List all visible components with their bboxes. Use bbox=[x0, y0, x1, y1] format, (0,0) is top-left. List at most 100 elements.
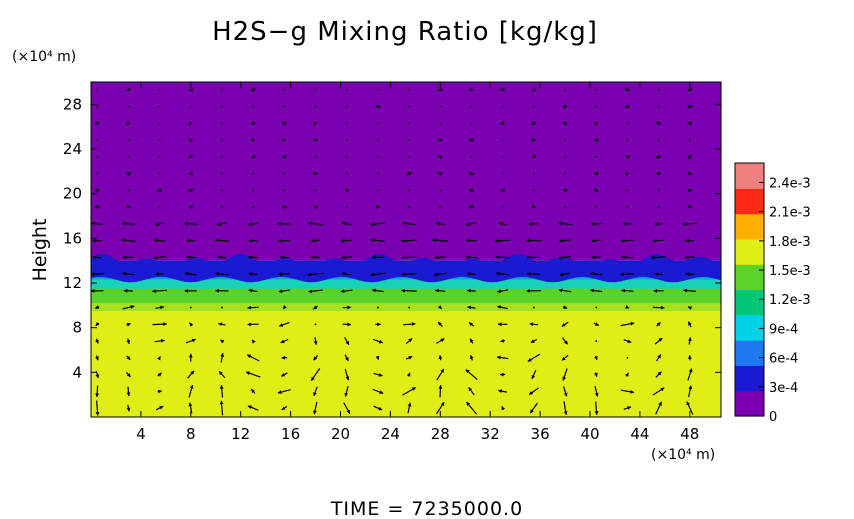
vector-dot bbox=[408, 155, 411, 158]
vector-dot bbox=[408, 306, 411, 309]
field-layer-lower bbox=[91, 310, 721, 417]
wind-vector bbox=[95, 321, 100, 327]
wind-vector bbox=[437, 305, 443, 310]
wind-vector bbox=[433, 272, 447, 277]
wind-vector bbox=[562, 368, 568, 381]
wind-vector bbox=[620, 321, 635, 327]
wind-vector bbox=[215, 271, 229, 276]
vector-dot bbox=[158, 88, 161, 91]
vector-dot bbox=[564, 88, 566, 91]
wind-vector bbox=[687, 104, 693, 109]
vector-dot bbox=[221, 172, 223, 175]
wind-vector bbox=[561, 321, 569, 327]
wind-vector bbox=[593, 322, 600, 326]
wind-vector bbox=[532, 154, 537, 159]
wind-vector bbox=[313, 355, 319, 361]
wind-vector bbox=[469, 338, 474, 344]
wind-vector bbox=[531, 88, 536, 93]
vector-dot bbox=[532, 105, 535, 108]
vector-dot bbox=[501, 155, 504, 158]
vector-dot bbox=[221, 155, 223, 158]
vector-dot bbox=[470, 155, 473, 158]
wind-vector bbox=[370, 238, 386, 243]
wind-vector bbox=[594, 386, 599, 397]
wind-vector bbox=[344, 385, 349, 397]
vector-dot bbox=[595, 155, 598, 158]
x-tick-label: 8 bbox=[186, 425, 196, 443]
colorbar-tick-label: 1.2e-3 bbox=[769, 293, 811, 308]
vector-dot bbox=[96, 105, 99, 108]
vector-dot bbox=[127, 105, 130, 108]
y-tick-label: 24 bbox=[63, 140, 82, 158]
vector-dot bbox=[657, 206, 660, 208]
wind-vector bbox=[682, 222, 697, 226]
vector-dot bbox=[408, 189, 411, 192]
wind-vector bbox=[652, 238, 665, 243]
x-tick-label: 20 bbox=[331, 425, 350, 443]
wind-vector bbox=[436, 368, 445, 381]
wind-vector bbox=[313, 205, 319, 210]
wind-vector bbox=[313, 137, 318, 142]
wind-vector bbox=[307, 272, 324, 277]
vector-dot bbox=[408, 139, 411, 141]
wind-vector bbox=[278, 289, 290, 294]
wind-vector bbox=[372, 388, 384, 394]
vector-dot bbox=[408, 105, 411, 108]
wind-vector bbox=[216, 222, 228, 226]
wind-vector bbox=[467, 272, 476, 276]
wind-vector bbox=[497, 305, 509, 310]
wind-vector bbox=[370, 222, 385, 227]
x-tick-label: 36 bbox=[531, 425, 550, 443]
vector-dot bbox=[501, 139, 504, 141]
y-tick-label: 16 bbox=[63, 229, 82, 247]
wind-vector bbox=[562, 305, 568, 309]
vector-dot bbox=[221, 206, 223, 208]
vector-dot bbox=[408, 122, 411, 125]
wind-vector bbox=[280, 338, 289, 344]
colorbar-tick-label: 3e-4 bbox=[769, 381, 798, 396]
wind-vector bbox=[157, 389, 163, 394]
wind-vector bbox=[125, 371, 131, 378]
wind-vector bbox=[375, 205, 380, 210]
wind-vector bbox=[468, 387, 475, 396]
wind-vector bbox=[527, 353, 541, 362]
wind-vector bbox=[500, 121, 506, 125]
vector-dot bbox=[657, 139, 660, 141]
wind-vector bbox=[468, 188, 474, 193]
wind-vector bbox=[281, 405, 288, 411]
vector-dot bbox=[657, 88, 660, 91]
vector-dot bbox=[252, 105, 255, 108]
wind-vector bbox=[594, 401, 599, 416]
vector-dot bbox=[377, 122, 379, 125]
wind-vector bbox=[187, 370, 195, 379]
wind-vector bbox=[126, 87, 131, 92]
colorbar-segment bbox=[735, 340, 764, 366]
vector-dot bbox=[189, 306, 192, 309]
wind-vector bbox=[184, 271, 197, 276]
wind-vector bbox=[437, 321, 443, 328]
wind-vector bbox=[593, 121, 599, 126]
wind-vector bbox=[188, 384, 194, 398]
vector-dot bbox=[688, 139, 691, 141]
vector-dot bbox=[626, 206, 629, 208]
wind-vector bbox=[344, 337, 350, 346]
plot-frame bbox=[90, 81, 722, 418]
wind-vector bbox=[501, 406, 506, 411]
colorbar-tick-label: 6e-4 bbox=[769, 352, 798, 367]
wind-vector bbox=[683, 288, 697, 293]
vector-dot bbox=[626, 189, 629, 192]
wind-vector bbox=[188, 154, 193, 159]
vector-dot bbox=[657, 105, 660, 108]
wind-vector bbox=[341, 271, 352, 276]
wind-vector bbox=[435, 221, 445, 226]
colorbar-segment bbox=[735, 163, 764, 189]
wind-vector bbox=[126, 322, 131, 327]
wind-vector bbox=[531, 121, 537, 126]
y-tick-label: 20 bbox=[63, 185, 82, 203]
colorbar-tick-label: 1.5e-3 bbox=[769, 264, 811, 279]
wind-vector bbox=[687, 337, 692, 345]
wind-vector bbox=[466, 401, 477, 415]
wind-vector bbox=[530, 338, 538, 344]
wind-vector bbox=[531, 369, 537, 380]
